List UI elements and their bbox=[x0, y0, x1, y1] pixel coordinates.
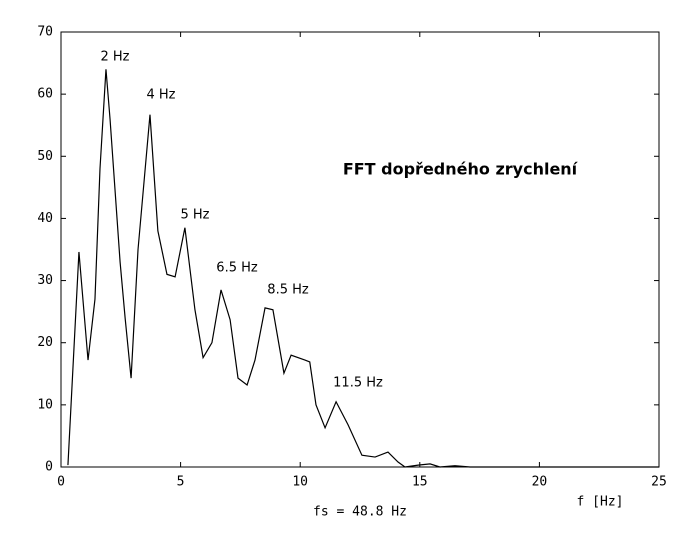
series-line bbox=[67, 69, 659, 468]
peak-annotation: 8.5 Hz bbox=[267, 283, 309, 298]
peak-annotation: 11.5 Hz bbox=[333, 376, 383, 391]
y-tick-label: 60 bbox=[37, 87, 53, 102]
peak-annotation: 5 Hz bbox=[180, 208, 209, 223]
peak-annotation: 4 Hz bbox=[146, 88, 175, 103]
x-tick-label: 25 bbox=[651, 475, 667, 490]
x-tick-label: 15 bbox=[412, 475, 428, 490]
y-tick-label: 50 bbox=[37, 149, 53, 164]
peak-annotation: 6.5 Hz bbox=[216, 261, 258, 276]
x-tick-label: 10 bbox=[292, 475, 308, 490]
x-axis-label: f [Hz] bbox=[577, 495, 624, 510]
y-tick-label: 30 bbox=[37, 273, 53, 288]
y-tick-label: 70 bbox=[37, 25, 53, 40]
y-tick-label: 10 bbox=[37, 397, 53, 412]
y-tick-label: 40 bbox=[37, 211, 53, 226]
x-tick-label: 0 bbox=[57, 475, 65, 490]
y-tick-label: 0 bbox=[45, 460, 53, 475]
note: fs = 48.8 Hz bbox=[313, 505, 407, 520]
chart-title: FFT dopředného zrychlení bbox=[343, 160, 579, 179]
y-tick-label: 20 bbox=[37, 335, 53, 350]
x-tick-label: 20 bbox=[532, 475, 548, 490]
peak-annotation: 2 Hz bbox=[100, 50, 129, 65]
x-tick-label: 5 bbox=[177, 475, 185, 490]
plot-frame bbox=[60, 31, 660, 468]
